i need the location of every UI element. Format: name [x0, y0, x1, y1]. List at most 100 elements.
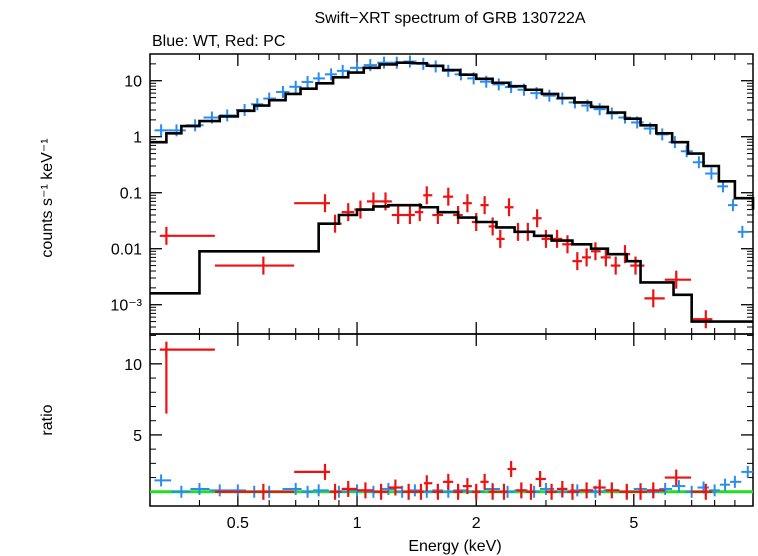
pc-data-point	[545, 483, 557, 500]
pc-data-point	[579, 482, 594, 499]
pc-data-point	[373, 483, 389, 500]
pc-data-point	[214, 483, 295, 500]
x-axis-label: Energy (keV)	[408, 538, 501, 555]
pc-data-point	[414, 483, 424, 500]
pc-data-point	[591, 242, 601, 261]
pc-data-point	[562, 235, 573, 254]
spectrum-y-tick-label: 0.1	[120, 186, 142, 203]
pc-data-point	[341, 203, 355, 222]
pc-data-point	[507, 461, 517, 478]
x-tick-label: 1	[353, 515, 362, 532]
y-axis-label-ratio: ratio	[39, 404, 56, 435]
x-tick-label: 0.5	[227, 515, 249, 532]
pc-data-point	[443, 187, 454, 206]
wt-data-point	[380, 482, 396, 495]
wt-data-point	[282, 482, 302, 495]
wt-data-point	[289, 80, 302, 93]
model-step-line	[150, 203, 753, 323]
wt-data-point	[228, 484, 247, 497]
ratio-y-tick-label: 10	[124, 357, 142, 374]
pc-data-point	[593, 479, 606, 496]
pc-data-point	[214, 256, 295, 275]
wt-data-point	[737, 225, 749, 238]
chart-subtitle: Blue: WT, Red: PC	[152, 33, 285, 50]
pc-data-point	[572, 252, 582, 271]
ratio-frame	[149, 333, 754, 507]
wt-data-point	[479, 75, 493, 88]
pc-data-point	[664, 469, 692, 486]
pc-data-point	[526, 483, 536, 500]
wt-data-point	[727, 199, 738, 212]
pc-data-point	[443, 473, 454, 490]
pc-data-point	[532, 209, 542, 228]
wt-data-point	[659, 482, 673, 495]
wt-data-point	[492, 78, 505, 91]
pc-data-point	[488, 483, 499, 500]
wt-data-point	[709, 484, 720, 497]
wt-data-point	[190, 482, 210, 495]
pc-data-point	[330, 483, 342, 500]
pc-data-point	[630, 256, 645, 275]
pc-data-point	[294, 463, 331, 480]
pc-data-point	[480, 473, 489, 490]
pc-data-point	[423, 186, 433, 205]
wt-data-point	[705, 167, 718, 180]
pc-data-point	[664, 270, 692, 289]
model-step-line	[150, 61, 755, 210]
pc-data-point	[480, 196, 489, 215]
ratio-panel: 10 5 0.5 1 2 5	[124, 333, 754, 532]
wt-data-point	[542, 89, 556, 102]
pc-data-point	[581, 248, 592, 267]
wt-data-point	[301, 485, 314, 498]
wt-data-point	[593, 103, 606, 116]
pc-data-point	[453, 483, 463, 500]
pc-data-point	[691, 310, 713, 329]
wt-data-point	[719, 478, 730, 491]
pc-data-point	[471, 483, 481, 500]
pc-data-point	[462, 478, 472, 495]
wt-data-point	[741, 465, 753, 478]
wt-data-point	[729, 475, 742, 488]
wt-data-point	[408, 484, 421, 497]
wt-data-point	[336, 64, 350, 77]
pc-data-point	[341, 480, 357, 497]
y-axis-label-spectrum: counts s⁻¹ keV⁻¹	[39, 138, 56, 257]
pc-data-point	[541, 229, 552, 248]
pc-data-point	[605, 482, 620, 499]
wt-data-point	[301, 75, 314, 88]
wt-data-point	[313, 484, 329, 497]
ratio-y-tick-label: 5	[133, 428, 142, 445]
pc-data-point	[498, 483, 508, 500]
pc-data-point	[551, 229, 563, 248]
wt-data-point	[377, 56, 391, 69]
spectrum-y-tick-label: 10	[124, 74, 142, 91]
pc-data-point	[159, 226, 215, 245]
pc-data-point	[567, 483, 580, 500]
pc-data-point	[462, 194, 472, 213]
pc-data-point	[516, 482, 527, 499]
spectrum-frame	[149, 53, 754, 335]
pc-data-point	[644, 289, 665, 308]
x-tick-label: 5	[629, 515, 638, 532]
pc-data-point	[646, 482, 665, 499]
spectrum-y-tick-label: 10⁻³	[110, 298, 142, 315]
spectrum-y-tick-label: 0.01	[111, 242, 142, 259]
pc-data-point	[535, 470, 546, 487]
pc-data-point	[402, 483, 415, 500]
pc-data-point	[619, 483, 634, 500]
pc-data-point	[691, 483, 713, 500]
pc-data-point	[391, 206, 405, 225]
spectrum-y-tick-label: 1	[133, 130, 142, 147]
wt-data-point	[250, 98, 264, 111]
pc-data-point	[159, 341, 215, 358]
pc-data-point	[404, 206, 415, 225]
pc-data-point	[633, 483, 647, 500]
pc-data-point	[610, 256, 621, 275]
chart-title: Swift−XRT spectrum of GRB 130722A	[314, 10, 585, 27]
pc-data-point	[294, 194, 331, 213]
pc-data-point	[423, 475, 433, 492]
pc-data-point	[388, 479, 403, 496]
x-tick-label: 2	[472, 515, 481, 532]
wt-data-point	[154, 124, 169, 137]
